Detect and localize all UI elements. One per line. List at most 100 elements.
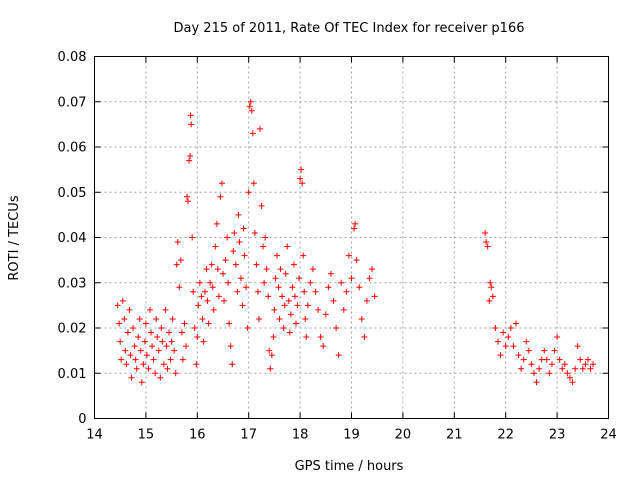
data-point [482,229,489,236]
data-point [187,153,194,160]
data-point [363,297,370,304]
data-point [135,334,142,341]
data-point [369,266,376,273]
data-point [298,166,305,173]
data-point [253,261,260,268]
y-tick-label: 0.04 [58,231,87,246]
data-point [147,306,154,313]
data-point [119,297,126,304]
data-point [320,343,327,350]
data-point [230,248,237,255]
data-point [236,239,243,246]
x-axis-label: GPS time / hours [295,459,404,474]
data-point [292,320,299,327]
data-point [126,306,133,313]
y-tick-label: 0.06 [58,141,87,156]
data-point [189,234,196,241]
data-point [325,284,332,291]
data-point [209,284,216,291]
data-point [500,329,507,336]
data-point [587,365,594,372]
data-point [520,356,527,363]
data-point [140,361,147,368]
data-point [166,329,173,336]
data-points [114,98,597,386]
data-point [299,180,306,187]
data-point [143,352,150,359]
y-axis-label: ROTI / TECUs [7,195,22,280]
data-point [290,261,297,268]
data-point [297,175,304,182]
data-point [137,347,144,354]
data-point [590,361,597,368]
data-point [489,293,496,300]
data-point [530,370,537,377]
data-point [212,243,219,250]
x-tick-label: 14 [86,428,103,443]
data-point [262,234,269,241]
data-point [149,343,156,350]
data-point [541,347,548,354]
data-point [245,189,252,196]
data-point [240,225,247,232]
data-point [248,107,255,114]
data-point [270,334,277,341]
data-point [263,266,270,273]
y-tick-label: 0.05 [58,186,87,201]
data-point [163,343,170,350]
data-point [202,288,209,295]
data-point [136,315,143,322]
data-point [155,347,162,354]
data-point [484,243,491,250]
data-point [353,257,360,264]
data-point [246,103,253,110]
data-point [214,266,221,273]
x-tick-label: 23 [549,428,566,443]
data-point [515,352,522,359]
data-point [187,112,194,119]
data-point [190,288,197,295]
data-point [158,325,165,331]
data-point [348,275,355,282]
data-point [181,320,188,327]
data-point [277,266,284,273]
data-point [186,157,193,164]
data-point [116,320,123,327]
data-point [302,315,309,322]
data-point [138,379,145,386]
data-point [358,315,365,322]
y-tick-label: 0.01 [58,367,87,382]
data-point [561,361,568,368]
data-point [177,257,184,264]
data-point [260,243,267,250]
data-point [361,334,368,341]
data-point [203,266,210,273]
data-point [237,275,244,282]
data-point [255,315,262,322]
data-point [284,243,291,250]
data-point [153,315,160,322]
data-point [317,334,324,341]
data-point [196,279,203,286]
data-point [188,121,195,128]
data-point [213,220,220,227]
data-point [525,347,532,354]
data-point [222,257,229,264]
data-point [185,198,192,205]
data-point [566,374,573,381]
data-point [327,270,334,277]
data-point [208,261,215,268]
data-point [294,302,301,309]
data-point [564,370,571,377]
data-point [488,284,495,291]
data-point [322,311,329,318]
data-point [265,293,272,300]
y-tick-label: 0.07 [58,95,87,110]
data-point [225,279,232,286]
data-point [132,356,139,363]
data-point [249,130,256,137]
data-point [194,334,201,341]
data-point [536,365,543,372]
data-point [338,279,345,286]
data-point [546,370,553,377]
